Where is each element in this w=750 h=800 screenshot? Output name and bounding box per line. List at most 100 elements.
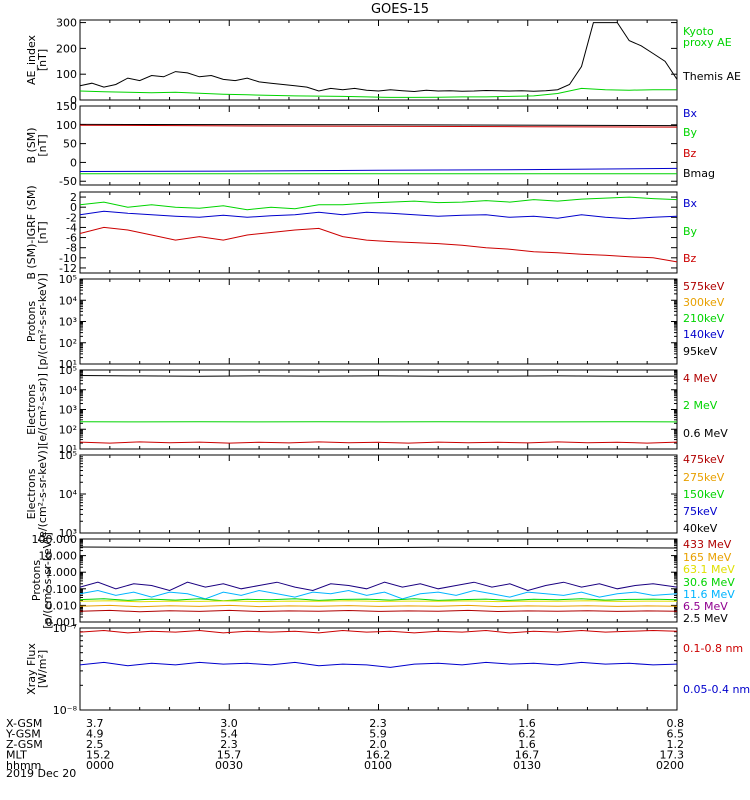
y-axis-label: Protons[p/(cm²-s-sr-keV)] [30, 532, 54, 629]
legend-entry: 4 MeV [683, 372, 718, 385]
legend-entry: 575keV [683, 280, 725, 293]
y-tick-label: -10 [59, 252, 77, 265]
y-tick-label: 10⁴ [59, 384, 78, 397]
y-tick-label: 10.000 [39, 550, 78, 563]
legend-entry: 11.6 MeV [683, 588, 735, 601]
series-line-green [79, 196, 678, 211]
panel-frame [79, 19, 678, 101]
footer-value: 5.4 [220, 728, 238, 741]
panel-frame [79, 278, 678, 365]
y-tick-label: 0 [70, 156, 77, 169]
series-line-green [79, 598, 678, 602]
legend-entry: Kyoto [683, 25, 714, 38]
series-line-black [79, 22, 678, 93]
footer-value: 17.3 [660, 749, 685, 762]
footer-value: 0000 [86, 759, 114, 772]
footer-value: 4.9 [86, 728, 104, 741]
series-line-blue [79, 210, 678, 220]
panel-protons_low: 10¹ 10² 10³ 10⁴ 10⁵ Protons[p/(cm²-s-sr-keV)]… [25, 273, 725, 371]
series-line-blue [79, 167, 678, 172]
series-line-green [79, 87, 677, 98]
footer-value: 1.2 [667, 738, 685, 751]
legend-entry: 2.5 MeV [683, 612, 728, 625]
y-tick-label: 100 [56, 68, 77, 81]
y-tick-label: 0.100 [46, 583, 78, 596]
y-tick-label: 10⁵ [59, 273, 77, 286]
footer-value: 0.8 [667, 717, 685, 730]
y-tick-label: -4 [66, 221, 77, 234]
series-line-black [79, 375, 678, 377]
series-line-red [79, 441, 678, 444]
legend-entry: 95keV [683, 345, 718, 358]
y-tick-label: 0.010 [46, 599, 78, 612]
y-tick-label: 0.001 [46, 616, 78, 629]
series-line-black [79, 546, 678, 549]
legend-entry: Bx [683, 197, 698, 210]
legend-entry: 30.6 MeV [683, 576, 735, 589]
legend-entry: 63.1 MeV [683, 563, 735, 576]
legend-entry: 75keV [683, 505, 718, 518]
y-tick-label: 10⁵ [59, 449, 77, 462]
y-tick-label: 200 [56, 42, 77, 55]
series-line-black [79, 123, 678, 127]
y-tick-label: -8 [66, 242, 77, 255]
footer-table: X-GSM 3.7 3.0 2.3 1.6 0.8 Y-GSM 4.9 5.4 5.9 6.2 6.5… [5, 717, 684, 780]
y-tick-label: -6 [66, 232, 77, 245]
y-tick-label: 100 [56, 119, 77, 132]
footer-value: 2.3 [369, 717, 387, 730]
footer-row-label: X-GSM [6, 717, 42, 730]
series-line-red [79, 124, 678, 128]
y-axis-label: AE_index[nT] [25, 34, 49, 85]
y-tick-label: 300 [56, 17, 77, 30]
legend-entry: 210keV [683, 312, 725, 325]
y-tick-label: 50 [63, 138, 77, 151]
panel-frame [79, 369, 678, 450]
y-tick-label: 10³ [59, 404, 77, 417]
footer-value: 0130 [513, 759, 541, 772]
footer-row-label: MLT [6, 749, 27, 762]
footer-value: 0100 [364, 759, 392, 772]
panel-frame [79, 538, 678, 623]
y-tick-label: -12 [59, 262, 77, 275]
panel-electrons_mev: 10¹ 10² 10³ 10⁴ 10⁵ Electrons[e/(cm²-s-sr)] 4 … [25, 364, 728, 456]
panel-frame [79, 105, 678, 186]
panel-frame [79, 627, 678, 711]
footer-value: 16.2 [366, 749, 391, 762]
legend-entry: Bz [683, 147, 697, 160]
footer-value: 3.0 [220, 717, 238, 730]
y-tick-label: -2 [66, 211, 77, 224]
legend-entry: By [683, 126, 698, 139]
legend-entry: 165 MeV [683, 551, 732, 564]
y-tick-label: 10³ [59, 527, 77, 540]
legend-entry: 300keV [683, 296, 725, 309]
y-tick-label: 10⁵ [59, 364, 77, 377]
y-tick-label: 10⁻⁷ [53, 622, 77, 635]
y-tick-label: 1.000 [46, 566, 78, 579]
panel-electrons_kev: 10³ 10⁴ 10⁵ Electrons[e/(cm²-s-sr-keV)] 475k… [25, 446, 725, 542]
y-tick-label: 10⁴ [59, 294, 78, 307]
y-tick-label: 2 [70, 191, 77, 204]
y-tick-label: 10³ [59, 316, 77, 329]
panel-protons_mev: 0.001 0.010 0.100 1.000 10.000 100.000Protons… [30, 532, 735, 629]
legend-entry: Bx [683, 107, 698, 120]
series-line-navy [79, 581, 678, 592]
y-tick-label: 150 [56, 100, 77, 113]
series-line-orange [79, 604, 678, 608]
legend-entry: 0.05-0.4 nm [683, 683, 750, 696]
y-tick-label: 10⁴ [59, 488, 78, 501]
panel-bigrf: 20-2-4-6-8-10-12 B (SM)-IGRF (SM)[nT] Bx By… [25, 185, 698, 279]
footer-value: 0200 [656, 759, 684, 772]
legend-entry: 0.1-0.8 nm [683, 642, 743, 655]
legend-entry: 150keV [683, 488, 725, 501]
y-axis-label: Xray Flux[W/m²] [25, 643, 49, 695]
y-axis-label: Electrons[e/(cm²-s-sr-keV)] [25, 446, 49, 542]
footer-value: 6.2 [518, 728, 536, 741]
footer-value: 1.6 [518, 738, 536, 751]
legend-entry: Bmag [683, 167, 715, 180]
y-axis-label: Electrons[e/(cm²-s-sr)] [25, 373, 49, 446]
y-tick-label: 10⁻⁸ [53, 704, 78, 717]
legend-entry: Bz [683, 252, 697, 265]
legend-entry: 6.5 MeV [683, 600, 728, 613]
footer-row-label: hhmm [6, 759, 41, 772]
y-tick-label: 10² [59, 337, 77, 350]
